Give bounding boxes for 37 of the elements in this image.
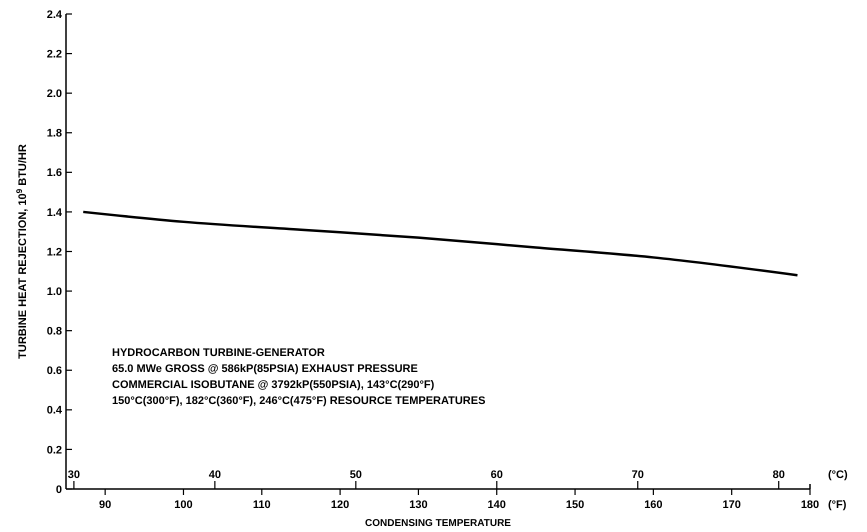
y-tick-label: 0.2 bbox=[46, 444, 62, 456]
y-tick-label: 1.0 bbox=[46, 286, 62, 298]
y-tick-label: 2.4 bbox=[46, 8, 63, 21]
x-tick-label: 140 bbox=[488, 499, 506, 511]
x-tick-label: 110 bbox=[252, 499, 271, 511]
x-tick-label: 120 bbox=[330, 499, 350, 511]
y-tick-label: 2.0 bbox=[46, 88, 62, 100]
x-tick-label: 150 bbox=[566, 499, 584, 511]
x2-tick-label: 60 bbox=[490, 469, 503, 481]
x-axis-title: CONDENSING TEMPERATURE bbox=[365, 518, 512, 529]
annotation: 150°C(300°F), 182°C(360°F), 246°C(475°F) RESOURCE TEMPERATURES bbox=[112, 395, 486, 407]
y-tick-label: 1.6 bbox=[46, 167, 62, 180]
y-tick-label: 0.4 bbox=[46, 404, 63, 417]
annotation: COMMERCIAL ISOBUTANE @ 3792kP(550PSIA), 143°C(290°F) bbox=[112, 379, 435, 391]
y-tick-label: 1.8 bbox=[46, 128, 62, 140]
x-tick-label: 100 bbox=[174, 499, 193, 511]
x-tick-label: 160 bbox=[644, 499, 663, 511]
y-tick-label: 2.2 bbox=[46, 48, 62, 60]
x-tick-label: 170 bbox=[722, 499, 741, 511]
x-tick-label: 180 bbox=[800, 499, 820, 511]
x2-axis-title: (°C) bbox=[828, 469, 848, 481]
y-tick-label: 0.8 bbox=[46, 326, 62, 338]
y-tick-label: 0 bbox=[56, 484, 62, 496]
y-tick-label: 0.6 bbox=[46, 365, 62, 378]
x2-tick-label: 70 bbox=[632, 469, 644, 481]
annotation: HYDROCARBON TURBINE-GENERATOR bbox=[112, 347, 325, 359]
line-series bbox=[82, 210, 799, 276]
x2-tick-label: 80 bbox=[772, 469, 785, 481]
x2-tick-label: 40 bbox=[208, 469, 221, 481]
text: (°F) bbox=[828, 499, 847, 511]
annotation: 65.0 MWe GROSS @ 586kP(85PSIA) EXHAUST PRESSURE bbox=[112, 363, 418, 375]
x-tick-label: 130 bbox=[409, 499, 428, 511]
x2-tick-label: 30 bbox=[68, 469, 80, 481]
y-tick-label: 1.4 bbox=[46, 206, 63, 219]
y-tick-label: 1.2 bbox=[46, 246, 62, 258]
x2-tick-label: 50 bbox=[350, 469, 362, 481]
x-tick-label: 90 bbox=[99, 499, 112, 511]
